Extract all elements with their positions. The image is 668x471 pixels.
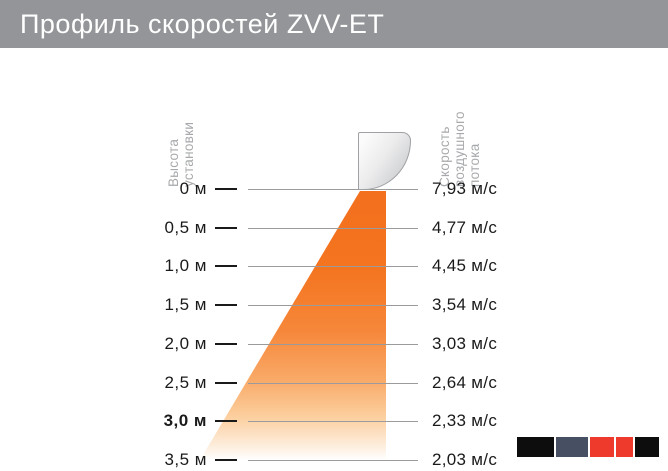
speed-value: 3,54 м/с — [432, 295, 498, 314]
chart-row-5: 2,5 м 2,64 м/с — [0, 372, 668, 394]
logo-block-black-left — [517, 437, 554, 457]
height-label: 2,0 м — [164, 334, 207, 353]
chart-row-0: 0 м 7,93 м/с — [0, 178, 668, 200]
brand-logo — [517, 437, 659, 457]
chart-row-1: 0,5 м 4,77 м/с — [0, 217, 668, 239]
header-bar: Профиль скоростей ZVV-ET — [0, 0, 668, 48]
height-label: 1,5 м — [164, 295, 207, 314]
tick-mark — [215, 227, 237, 229]
logo-block-red-right — [616, 437, 633, 457]
tick-mark — [215, 382, 237, 384]
logo-block-slate — [556, 437, 588, 457]
height-label: 3,5 м — [164, 450, 207, 469]
right-axis-caption-line2: воздушного — [452, 111, 467, 187]
grid-line — [248, 421, 418, 422]
right-axis-caption-line3: потока — [467, 143, 482, 187]
right-axis-caption-line1: Скорость — [437, 126, 452, 187]
page-title: Профиль скоростей ZVV-ET — [20, 8, 385, 39]
tick-mark — [215, 265, 237, 267]
grid-line — [248, 383, 418, 384]
logo-block-black-right — [635, 437, 659, 457]
tick-mark — [215, 459, 237, 461]
chart-row-4: 2,0 м 3,03 м/с — [0, 333, 668, 355]
logo-block-red-left — [590, 437, 614, 457]
speed-value: 2,33 м/с — [432, 411, 498, 430]
grid-line — [248, 189, 418, 190]
tick-mark — [215, 188, 237, 190]
speed-value: 3,03 м/с — [432, 334, 498, 353]
height-label: 0,5 м — [164, 218, 207, 237]
height-label: 1,0 м — [164, 256, 207, 275]
grid-line — [248, 344, 418, 345]
speed-value: 2,03 м/с — [432, 450, 498, 469]
chart-row-7: 3,5 м 2,03 м/с — [0, 449, 668, 471]
speed-value: 4,77 м/с — [432, 218, 498, 237]
height-label: 0 м — [179, 179, 207, 198]
tick-mark — [215, 420, 237, 422]
grid-line — [248, 266, 418, 267]
right-axis-caption: Скорость воздушного потока — [437, 111, 482, 187]
chart-row-2: 1,0 м 4,45 м/с — [0, 255, 668, 277]
chart-row-6: 3,0 м 2,33 м/с — [0, 410, 668, 432]
speed-value: 4,45 м/с — [432, 256, 498, 275]
tick-mark — [215, 304, 237, 306]
chart-row-3: 1,5 м 3,54 м/с — [0, 294, 668, 316]
height-label: 2,5 м — [164, 373, 207, 392]
speed-value: 7,93 м/с — [432, 179, 498, 198]
speed-value: 2,64 м/с — [432, 373, 498, 392]
grid-line — [248, 228, 418, 229]
grid-line — [248, 460, 418, 461]
height-label-bold: 3,0 м — [163, 411, 207, 430]
grid-line — [248, 305, 418, 306]
tick-mark — [215, 343, 237, 345]
